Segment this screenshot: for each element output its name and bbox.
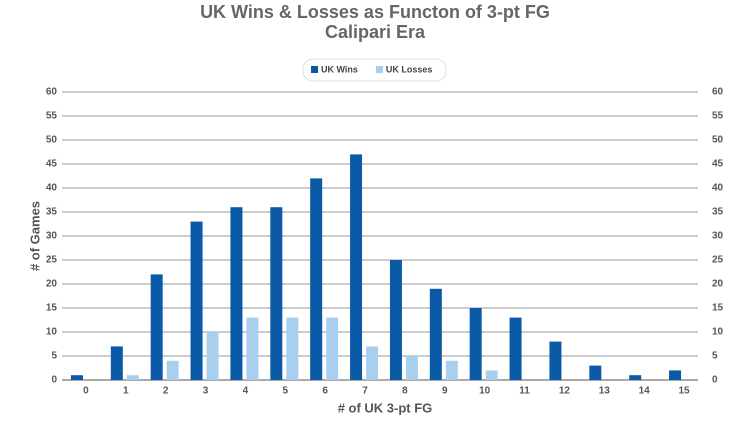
- legend-label: UK Wins: [321, 64, 358, 74]
- y-axis-label: # of Games: [27, 201, 42, 271]
- x-tick-label: 5: [283, 386, 289, 397]
- y-tick-label: 35: [46, 207, 58, 218]
- y2-tick-label: 5: [712, 351, 718, 362]
- chart-title: UK Wins & Losses as Functon of 3-pt FG: [200, 2, 550, 22]
- bar: [589, 365, 602, 380]
- bar: [286, 317, 299, 380]
- y2-tick-label: 0: [712, 375, 718, 386]
- x-tick-label: 12: [559, 386, 571, 397]
- chart-subtitle: Calipari Era: [325, 22, 426, 42]
- y2-tick-label: 55: [712, 111, 724, 122]
- y-tick-label: 5: [51, 351, 57, 362]
- y2-tick-label: 10: [712, 327, 724, 338]
- y-tick-label: 0: [51, 375, 57, 386]
- bar: [429, 288, 442, 380]
- y-tick-label: 55: [46, 111, 58, 122]
- bar: [110, 346, 123, 380]
- y2-tick-label: 60: [712, 87, 724, 98]
- bar: [485, 370, 498, 380]
- bar: [445, 360, 458, 380]
- legend-swatch: [311, 66, 318, 73]
- bar: [150, 274, 163, 380]
- x-tick-label: 14: [639, 386, 651, 397]
- x-tick-label: 1: [123, 386, 129, 397]
- bar: [126, 375, 139, 380]
- x-tick-label: 10: [479, 386, 491, 397]
- y2-tick-label: 30: [712, 231, 724, 242]
- y2-tick-label: 45: [712, 159, 724, 170]
- bar: [629, 375, 642, 380]
- bar: [190, 221, 203, 380]
- bar: [230, 207, 243, 380]
- x-tick-label: 7: [362, 386, 368, 397]
- legend-swatch: [375, 66, 383, 73]
- legend-box: [302, 58, 447, 82]
- bar: [326, 317, 339, 380]
- bar: [350, 154, 363, 380]
- x-tick-label: 11: [519, 386, 530, 397]
- bar: [366, 346, 379, 380]
- y2-tick-label: 50: [712, 135, 724, 146]
- y2-tick-label: 20: [712, 279, 724, 290]
- x-tick-label: 0: [83, 386, 89, 397]
- bar: [310, 178, 323, 380]
- x-tick-label: 2: [163, 386, 169, 397]
- bar: [669, 370, 682, 380]
- y-tick-label: 25: [46, 255, 58, 266]
- bar: [166, 360, 179, 380]
- x-tick-label: 3: [203, 386, 209, 397]
- bar: [509, 317, 522, 380]
- y2-tick-label: 40: [712, 183, 724, 194]
- x-axis-label: # of UK 3-pt FG: [338, 400, 433, 415]
- bar: [405, 356, 418, 380]
- bar: [246, 317, 259, 380]
- y-tick-label: 20: [46, 279, 58, 290]
- bar: [469, 308, 482, 380]
- x-tick-label: 9: [442, 386, 448, 397]
- bar: [70, 375, 83, 380]
- x-tick-label: 4: [243, 386, 249, 397]
- x-tick-label: 8: [402, 386, 408, 397]
- y2-tick-label: 25: [712, 255, 724, 266]
- y-tick-label: 40: [46, 183, 58, 194]
- bar: [389, 260, 402, 380]
- y-tick-label: 60: [46, 87, 58, 98]
- y2-tick-label: 15: [712, 303, 724, 314]
- x-tick-label: 6: [322, 386, 328, 397]
- x-tick-label: 15: [679, 386, 691, 397]
- y-tick-label: 45: [46, 159, 58, 170]
- bar: [206, 332, 219, 380]
- y-tick-label: 50: [46, 135, 58, 146]
- x-tick-label: 13: [599, 386, 611, 397]
- bar: [549, 341, 562, 380]
- y-tick-label: 10: [46, 327, 58, 338]
- y2-tick-label: 35: [712, 207, 724, 218]
- y-tick-label: 30: [46, 231, 58, 242]
- y-tick-label: 15: [46, 303, 58, 314]
- legend-label: UK Losses: [386, 64, 433, 74]
- bar: [270, 207, 283, 380]
